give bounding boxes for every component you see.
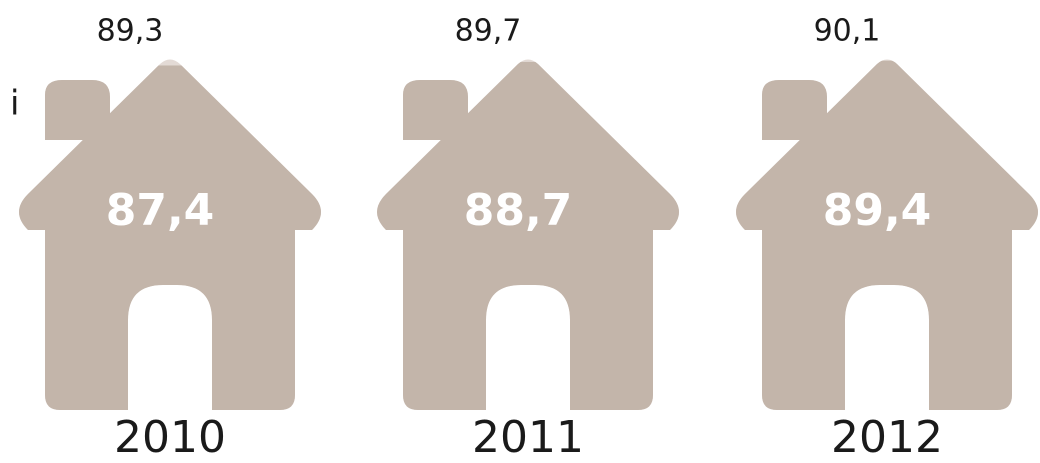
inner-value-label: 89,4 (823, 185, 932, 236)
house-inner (19, 65, 321, 410)
year-label: 2012 (831, 412, 943, 463)
top-value-label: 90,1 (814, 14, 881, 49)
year-label: 2010 (114, 412, 226, 463)
inner-value-label: 87,4 (106, 185, 215, 236)
inner-value-label: 88,7 (464, 185, 573, 236)
year-label: 2011 (472, 412, 584, 463)
top-value-label: 89,3 (97, 14, 164, 49)
top-value-label: 89,7 (455, 14, 522, 49)
side-text: i (10, 84, 19, 124)
